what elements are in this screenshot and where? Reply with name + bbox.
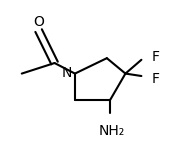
Text: F: F [151, 72, 159, 86]
Text: N: N [62, 66, 72, 80]
Text: NH₂: NH₂ [98, 124, 124, 138]
Text: O: O [33, 15, 44, 29]
Text: F: F [151, 50, 159, 64]
